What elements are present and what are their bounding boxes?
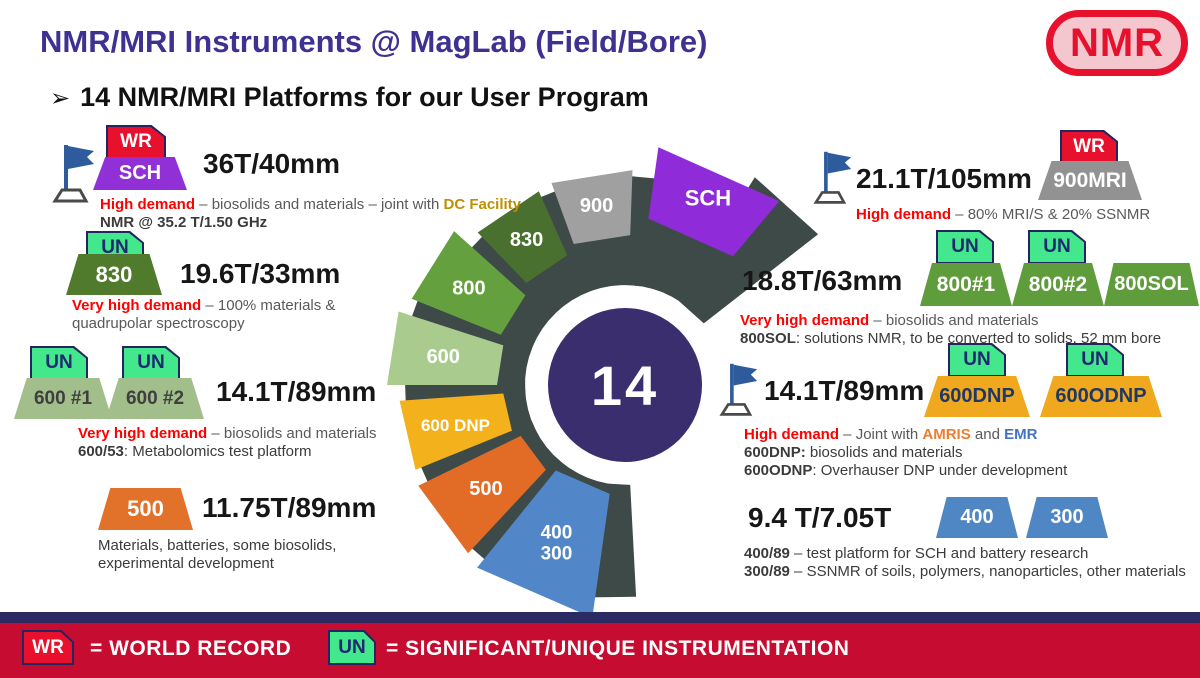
- entry-heading: 14.1T/89mm: [764, 375, 925, 406]
- platform-chip-900mri: 900MRI: [1038, 161, 1142, 200]
- entry-desc-line: Very high demand – 100% materials &: [72, 297, 336, 314]
- un-badge: UN: [30, 346, 88, 380]
- entry-desc: High demand – Joint with AMRIS and EMR 6…: [744, 426, 1067, 480]
- wheel-segment-3: [411, 231, 526, 335]
- bullet-line: ➢ 14 NMR/MRI Platforms for our User Progr…: [50, 82, 649, 113]
- un-legend-text: = SIGNIFICANT/UNIQUE INSTRUMENTATION: [386, 637, 850, 660]
- entry-heading: 21.1T/105mm: [856, 163, 1032, 194]
- platform-chip-sch: SCH: [93, 157, 187, 190]
- wheel-segment-label: 400: [541, 523, 573, 544]
- wheel-riser: [405, 381, 526, 405]
- entry-desc-line: High demand – Joint with AMRIS and EMR: [744, 426, 1038, 443]
- entry-heading: 9.4 T/7.05T: [748, 502, 892, 533]
- flag-icon: [719, 363, 758, 416]
- un-badge: UN: [948, 343, 1006, 377]
- wheel-segment-label: 500: [469, 478, 502, 500]
- entry-desc-line: Very high demand – biosolids and materia…: [740, 312, 1039, 329]
- wheel-segment-7: [477, 470, 610, 618]
- nmr-logo: NMR: [1046, 10, 1188, 76]
- platform-chip-500: 500: [98, 488, 193, 530]
- wheel-segment-5: [399, 393, 512, 470]
- entry-desc: 400/89 – test platform for SCH and batte…: [744, 545, 1186, 581]
- wheel-segment-0: [648, 147, 780, 257]
- entry-heading: 18.8T/63mm: [742, 265, 903, 296]
- flag-icon: [52, 145, 94, 203]
- platform-chip-400: 400: [936, 497, 1018, 538]
- bullet-text: 14 NMR/MRI Platforms for our User Progra…: [80, 82, 649, 112]
- entry-desc-line: High demand – 80% MRI/S & 20% SSNMR: [856, 206, 1151, 223]
- arrow-bullet-icon: ➢: [50, 85, 71, 112]
- platform-chip-300: 300: [1026, 497, 1108, 538]
- entry-desc-line: 800SOL: solutions NMR, to be converted t…: [740, 330, 1162, 347]
- platform-chip-600-1: 600 #1: [14, 378, 112, 419]
- entry-desc: Very high demand – biosolids and materia…: [78, 425, 376, 461]
- entry-heading: 11.75T/89mm: [202, 492, 377, 523]
- entry-desc-line: 300/89 – SSNMR of soils, polymers, nanop…: [744, 563, 1186, 580]
- wheel-riser: [419, 420, 536, 485]
- wheel-center-circle: [548, 308, 702, 462]
- wheel-riser: [626, 176, 658, 287]
- nmr-logo-text: NMR: [1069, 20, 1165, 65]
- entry-heading: 19.6T/33mm: [180, 258, 341, 289]
- wheel-base-bottom: [591, 483, 637, 598]
- wheel-segment-label: 830: [510, 229, 543, 251]
- wheel-riser: [410, 297, 533, 356]
- un-badge: UN: [1066, 343, 1124, 377]
- wheel-riser: [469, 456, 564, 562]
- entry-desc-line: Materials, batteries, some biosolids,: [98, 537, 337, 554]
- platform-chip-800sol: 800SOL: [1104, 263, 1199, 306]
- wheel-segment-1: [551, 170, 633, 244]
- entry-desc-line: 400/89 – test platform for SCH and batte…: [744, 545, 1089, 562]
- legend-bar: [0, 623, 1200, 678]
- wheel-segment-6: [418, 435, 546, 554]
- entry-desc-line: High demand – biosolids and materials – …: [100, 196, 522, 213]
- entry-heading: 14.1T/89mm: [216, 376, 377, 407]
- wheel-center-count: 14: [591, 354, 659, 417]
- wheel-segment-label: SCH: [685, 186, 731, 211]
- entry-desc: Very high demand – 100% materials & quad…: [72, 297, 335, 333]
- platform-chip-600odnp: 600ODNP: [1040, 376, 1162, 417]
- wr-legend-badge: WR: [22, 630, 74, 665]
- wheel-segment-4: [387, 311, 504, 385]
- wheel-segment-label: 600: [427, 346, 460, 368]
- un-badge: UN: [936, 230, 994, 264]
- platform-chip-830: 830: [66, 254, 162, 295]
- page-title: NMR/MRI Instruments @ MagLab (Field/Bore…: [40, 24, 708, 59]
- wheel-segment-label: 800: [452, 277, 485, 299]
- entry-desc: High demand – biosolids and materials – …: [100, 196, 521, 232]
- entry-desc-line: Very high demand – biosolids and materia…: [78, 425, 377, 442]
- entry-heading: 36T/40mm: [203, 148, 340, 179]
- entry-desc-line: experimental development: [98, 555, 274, 572]
- wheel-segment-label: 900: [580, 195, 613, 217]
- entry-desc: Materials, batteries, some biosolids, ex…: [98, 537, 336, 573]
- wr-badge: WR: [106, 125, 166, 159]
- platform-chip-600dnp: 600DNP: [924, 376, 1030, 417]
- wheel-base-top: [678, 177, 819, 324]
- wheel-base: [453, 213, 749, 557]
- entry-desc-line: 600/53: Metabolomics test platform: [78, 443, 312, 460]
- wheel-riser: [469, 234, 557, 320]
- un-badge: UN: [1028, 230, 1086, 264]
- entry-desc: Very high demand – biosolids and materia…: [740, 312, 1161, 348]
- wr-badge: WR: [1060, 130, 1118, 163]
- entry-desc-line: NMR @ 35.2 T/1.50 GHz: [100, 214, 268, 231]
- platform-chip-800-2: 800#2: [1012, 263, 1104, 306]
- entry-desc-line: 600DNP: biosolids and materials: [744, 444, 963, 461]
- entry-desc: High demand – 80% MRI/S & 20% SSNMR: [856, 206, 1150, 224]
- un-badge: UN: [122, 346, 180, 380]
- wheel-riser: [537, 190, 593, 295]
- wheel-segment-label: 600 DNP: [421, 416, 490, 435]
- legend-navy-strip: [0, 612, 1200, 623]
- wr-legend-text: = WORLD RECORD: [90, 637, 292, 660]
- wheel-segment-label: 300: [541, 544, 573, 565]
- platform-chip-600-2: 600 #2: [106, 378, 204, 419]
- flag-icon: [813, 151, 852, 204]
- platform-chip-800-1: 800#1: [920, 263, 1012, 306]
- entry-desc-line: quadrupolar spectroscopy: [72, 315, 245, 332]
- un-legend-badge: UN: [328, 630, 376, 665]
- entry-desc-line: 600ODNP: Overhauser DNP under developmen…: [744, 462, 1068, 479]
